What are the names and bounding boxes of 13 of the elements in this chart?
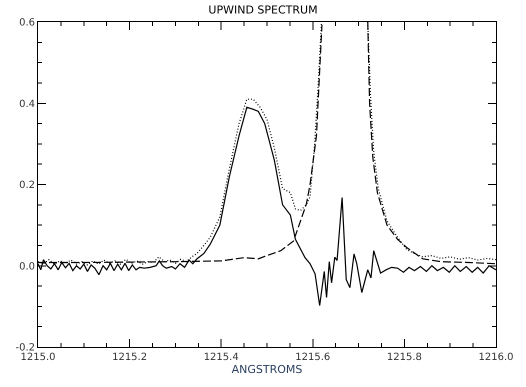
y-tick-label: -0.2: [15, 342, 35, 354]
y-tick-label: 0.6: [19, 18, 35, 28]
y-tick-label: 0.4: [19, 98, 35, 110]
x-tick-label: 1215.0: [20, 352, 56, 363]
x-tick-label: 1215.6: [295, 352, 330, 363]
y-tick-label: 0.0: [19, 261, 35, 272]
x-tick-label: 1215.2: [112, 352, 148, 363]
x-tick-label: 1215.8: [386, 352, 422, 363]
y-tick-label: 0.2: [19, 180, 35, 191]
x-axis-title: ANGSTROMS: [232, 363, 302, 376]
x-tick-label: 1216.0: [478, 352, 514, 363]
chart-title: UPWIND SPECTRUM: [208, 4, 318, 17]
x-tick-label: 1215.4: [204, 352, 239, 363]
